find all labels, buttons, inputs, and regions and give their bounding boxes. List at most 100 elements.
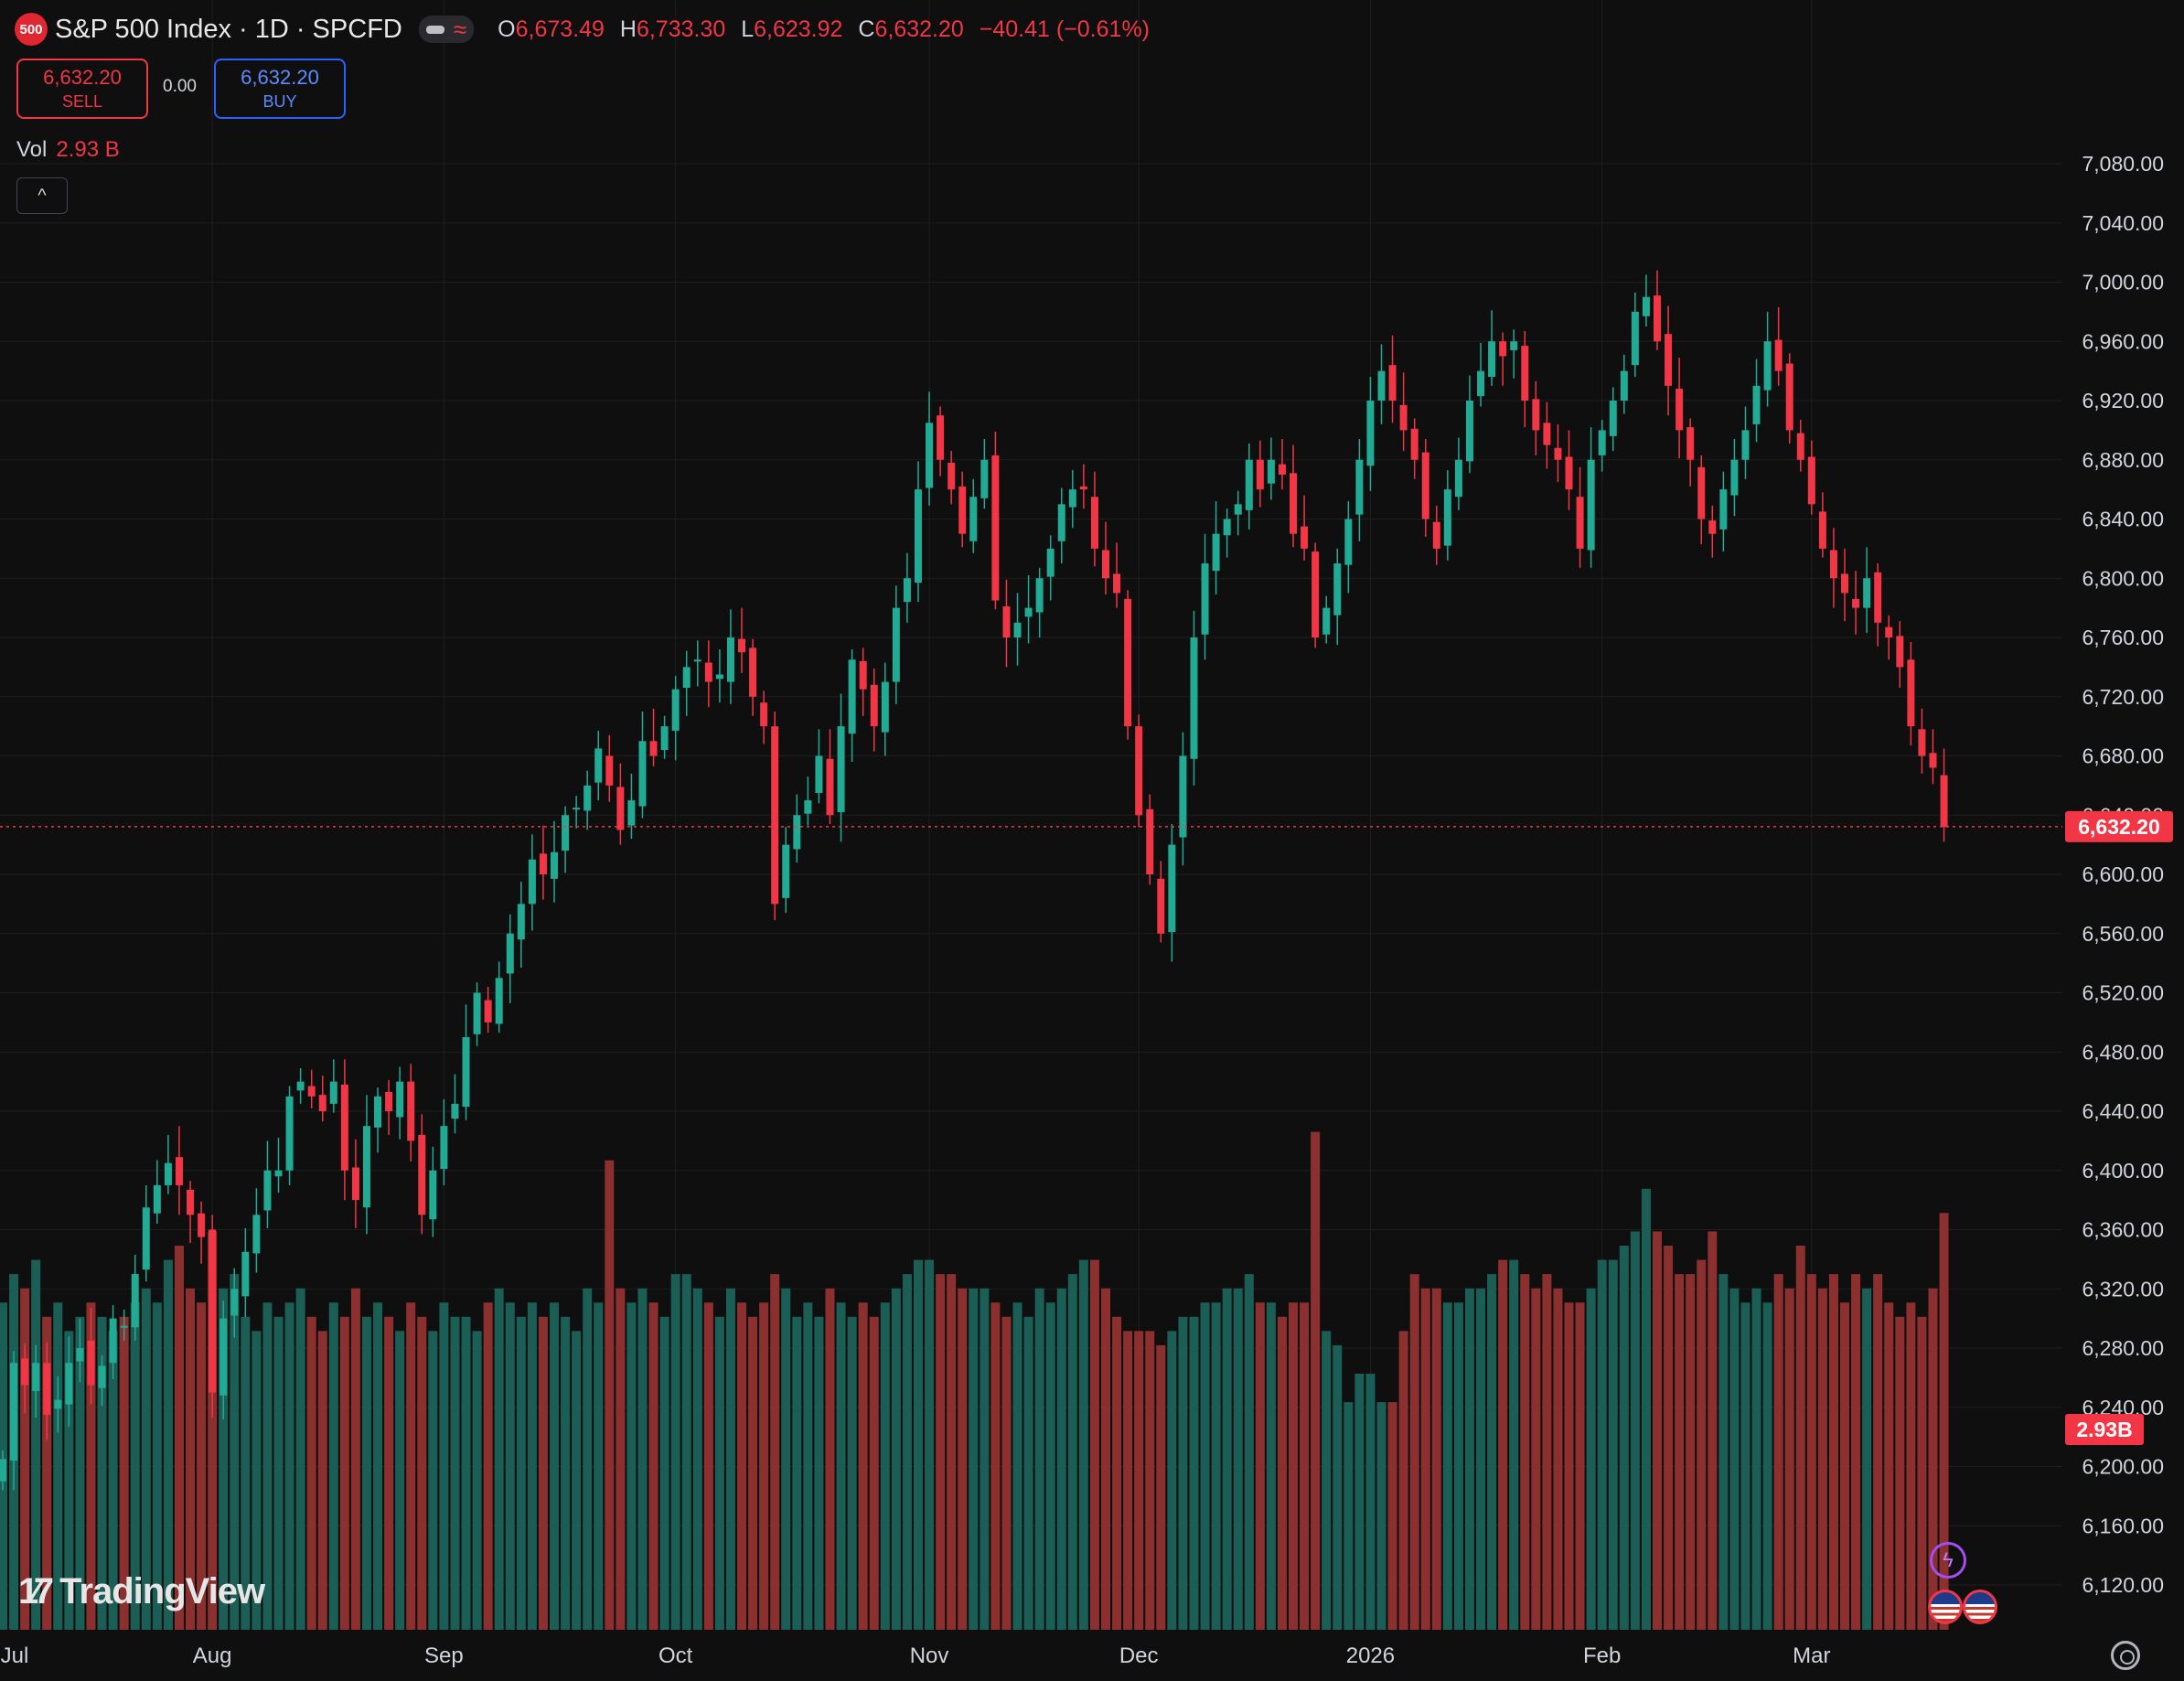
candle-body-12: [131, 1274, 139, 1328]
volume-bar-111: [1222, 1288, 1232, 1630]
candle-body-13: [142, 1207, 150, 1270]
approx-icon[interactable]: ≈: [453, 16, 467, 43]
volume-bar-171: [1884, 1302, 1894, 1630]
collapse-legend-button[interactable]: ^: [16, 177, 68, 214]
volume-bar-71: [781, 1288, 791, 1630]
volume-bar-148: [1630, 1231, 1640, 1630]
candle-body-101: [1113, 573, 1121, 594]
volume-bar-76: [836, 1302, 846, 1630]
candle-body-129: [1421, 452, 1429, 519]
candle-body-106: [1168, 844, 1176, 933]
candlesticks: [0, 270, 1948, 1491]
indicator-pill[interactable]: ≈: [418, 16, 475, 43]
candle-body-118: [1301, 526, 1309, 549]
volume-bar-42: [461, 1316, 471, 1630]
volume-bar-39: [428, 1331, 438, 1630]
grid-lines: [0, 0, 2062, 1628]
candle-body-150: [1654, 295, 1661, 342]
candle-body-64: [704, 662, 712, 682]
tradingview-logo[interactable]: 1⁄7 TradingView: [18, 1571, 265, 1612]
ohlc-close-key: C: [858, 16, 875, 42]
candle-body-134: [1477, 370, 1485, 397]
candle-body-119: [1311, 551, 1320, 637]
ohlc-open-key: O: [498, 16, 516, 42]
symbol-logo-icon[interactable]: 500: [15, 13, 48, 46]
candle-body-102: [1124, 598, 1132, 727]
volume-bar-135: [1487, 1274, 1497, 1630]
candle-body-144: [1587, 459, 1595, 551]
candle-body-10: [109, 1318, 117, 1364]
price-axis[interactable]: 6,120.006,160.006,200.006,240.006,280.00…: [2082, 152, 2164, 1597]
volume-bar-35: [384, 1316, 394, 1630]
volume-bar-56: [616, 1288, 626, 1630]
candle-body-116: [1278, 464, 1286, 475]
minus-icon[interactable]: [425, 25, 444, 34]
candle-body-54: [594, 748, 603, 783]
candle-body-131: [1443, 489, 1451, 546]
candle-body-50: [551, 851, 558, 879]
candle-body-162: [1785, 363, 1793, 431]
candle-body-123: [1355, 459, 1364, 515]
candle-body-0: [0, 1459, 6, 1482]
sell-button[interactable]: 6,632.20 SELL: [16, 59, 148, 119]
volume-bar-161: [1773, 1274, 1783, 1630]
volume-bar-48: [527, 1302, 537, 1630]
volume-bar-55: [605, 1160, 615, 1630]
volume-bar-109: [1200, 1302, 1210, 1630]
volume-bar-6: [64, 1331, 74, 1630]
volume-bar-74: [814, 1316, 824, 1630]
volume-bar-62: [681, 1274, 691, 1630]
y-tick-label-8: 6,440.00: [2082, 1099, 2164, 1123]
buy-label: BUY: [262, 92, 297, 111]
symbol-title[interactable]: S&P 500 Index · 1D · SPCFD: [55, 14, 402, 44]
us-flag-icon-2[interactable]: [1963, 1590, 1997, 1624]
candle-body-159: [1752, 385, 1761, 424]
volume-bar-122: [1344, 1402, 1354, 1630]
candle-body-18: [198, 1213, 206, 1237]
volume-bar-31: [339, 1316, 349, 1630]
time-axis[interactable]: Jul Aug Sep Oct Nov Dec 2026 Feb Mar: [1, 1644, 1831, 1668]
candle-body-72: [793, 815, 801, 850]
x-tick-label-5: Dec: [1119, 1644, 1159, 1668]
candle-body-77: [848, 659, 856, 734]
volume-bar-142: [1564, 1302, 1574, 1630]
candle-body-163: [1796, 433, 1804, 460]
candle-body-55: [605, 755, 614, 786]
settings-gear-icon[interactable]: [2111, 1641, 2140, 1670]
volume-bar-61: [670, 1274, 680, 1630]
candle-body-135: [1488, 341, 1496, 378]
candle-body-155: [1708, 520, 1717, 534]
candle-body-67: [738, 638, 746, 653]
buy-button[interactable]: 6,632.20 BUY: [214, 59, 346, 119]
candle-body-73: [804, 800, 812, 814]
candle-body-145: [1598, 430, 1606, 455]
volume-bar-78: [858, 1302, 868, 1630]
candle-body-33: [362, 1126, 370, 1208]
volume-bar-81: [891, 1288, 901, 1630]
candle-body-87: [958, 486, 967, 534]
volume-bar-27: [295, 1288, 305, 1630]
ohlc-low-key: L: [741, 16, 755, 42]
volume-bar-172: [1895, 1316, 1905, 1630]
volume-bar-159: [1751, 1288, 1761, 1630]
us-flag-icon[interactable]: [1928, 1590, 1963, 1624]
candle-body-115: [1267, 459, 1275, 484]
candle-body-175: [1929, 753, 1937, 768]
volume-bar-160: [1762, 1302, 1772, 1630]
candle-body-43: [473, 992, 481, 1034]
candle-body-46: [506, 933, 514, 974]
volume-legend[interactable]: Vol 2.93 B: [16, 137, 120, 163]
volume-bar-139: [1531, 1288, 1541, 1630]
candle-body-133: [1465, 401, 1473, 462]
volume-bar-125: [1376, 1402, 1386, 1630]
candle-body-59: [649, 741, 658, 756]
candle-body-61: [671, 689, 680, 731]
volume-bar-114: [1255, 1302, 1265, 1630]
candle-body-152: [1675, 389, 1684, 431]
candle-body-53: [583, 785, 592, 811]
lightning-icon[interactable]: ϟ: [1930, 1542, 1966, 1579]
candle-body-136: [1499, 341, 1507, 357]
candle-body-74: [815, 755, 823, 793]
volume-bar-45: [494, 1288, 504, 1630]
